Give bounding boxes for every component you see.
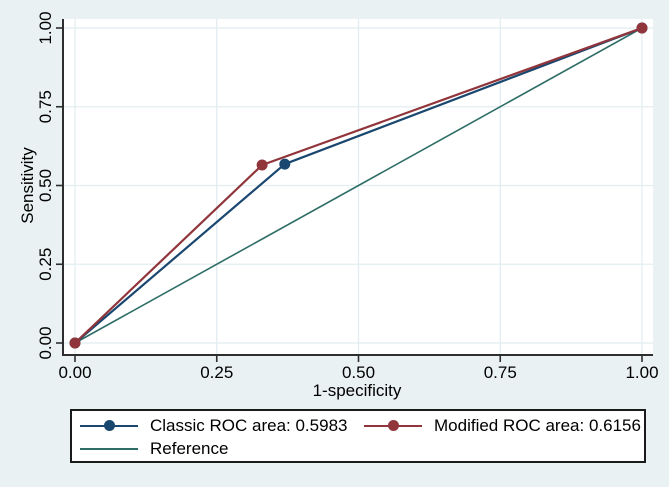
legend-dot-icon (104, 420, 115, 431)
x-tick-label: 0.75 (484, 363, 517, 382)
roc-plot-area: 0.00 0.25 0.50 0.75 1.00 0.00 0.25 0.50 0.75 1.00… (18, 11, 659, 400)
legend-line-icon (80, 447, 138, 450)
legend-line-marker-sample-navy (80, 415, 138, 436)
y-tick-label: 0.00 (36, 326, 55, 359)
y-axis-title: Sensitivity (18, 147, 37, 224)
data-point-marker (256, 159, 268, 171)
legend-line-marker-sample-maroon (364, 415, 422, 436)
data-point-marker (279, 158, 291, 170)
legend-line-sample-green (80, 438, 138, 459)
legend-box: Classic ROC area: 0.5983 Modified ROC ar… (70, 409, 646, 463)
y-tick-label: 0.25 (36, 248, 55, 281)
legend-item-classic-roc: Classic ROC area: 0.5983 (80, 415, 347, 436)
legend-label-reference: Reference (150, 439, 229, 458)
x-tick-label: 0.00 (58, 363, 91, 382)
legend-item-reference: Reference (80, 438, 228, 459)
legend-label-classic-roc: Classic ROC area: 0.5983 (150, 416, 348, 435)
legend-dot-icon (388, 420, 399, 431)
y-tick-label: 1.00 (36, 11, 55, 44)
data-point-marker (636, 22, 648, 34)
x-tick-label: 1.00 (625, 363, 658, 382)
y-tick-label: 0.50 (36, 169, 55, 202)
x-axis-title: 1-specificity (313, 381, 402, 400)
data-point-marker (69, 337, 81, 349)
legend-label-modified-roc: Modified ROC area: 0.6156 (434, 416, 641, 435)
x-tick-label: 0.25 (200, 363, 233, 382)
legend-item-modified-roc: Modified ROC area: 0.6156 (364, 415, 641, 436)
y-tick-label: 0.75 (36, 90, 55, 123)
series-line-2 (74, 27, 643, 344)
x-tick-label: 0.50 (342, 363, 375, 382)
